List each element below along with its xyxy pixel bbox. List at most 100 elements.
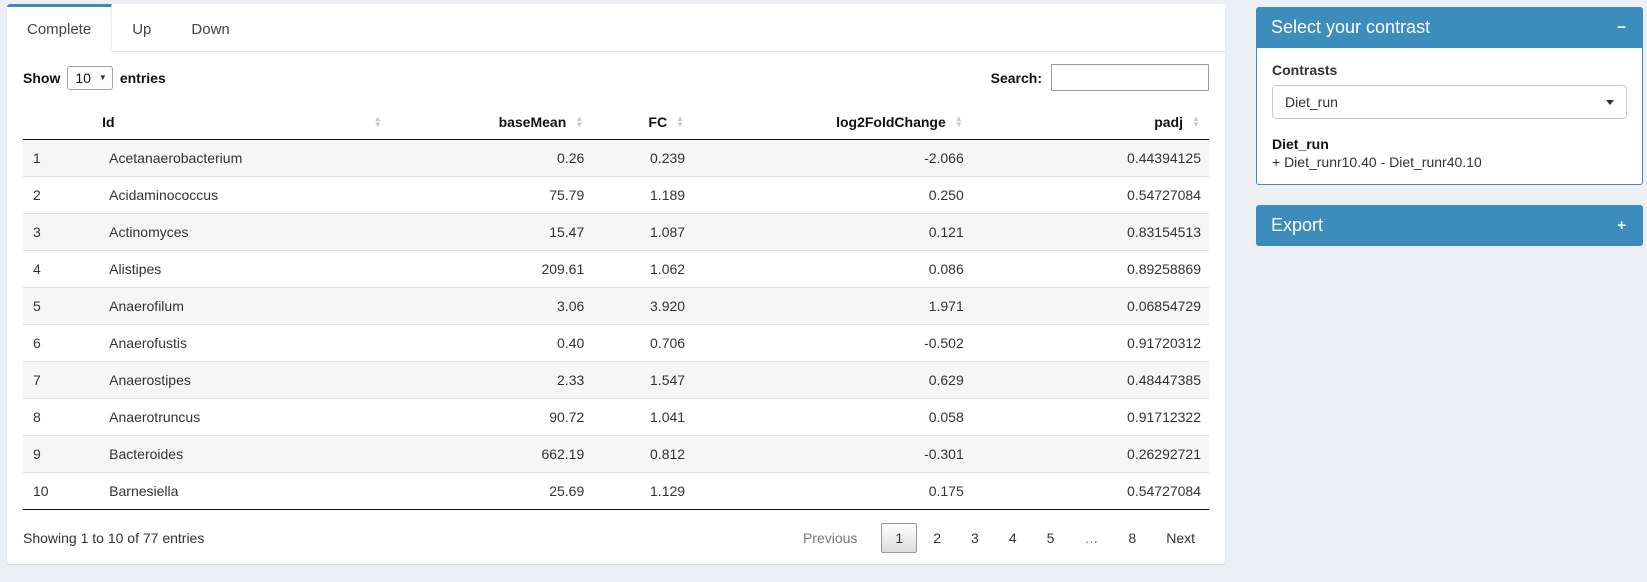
cell-log2foldchange: -2.066 <box>924 150 964 166</box>
cell-padj: 0.44394125 <box>1127 150 1201 166</box>
cell-fc: 0.812 <box>592 435 694 473</box>
cell-log2foldchange: 0.058 <box>693 398 972 436</box>
cell-fc: 1.129 <box>592 472 694 510</box>
cell-id: Anaerotruncus <box>94 398 391 436</box>
table-row[interactable]: 1 Acetanaerobacterium 0.26 0.239 -2.066 0.443… <box>23 139 1209 177</box>
cell-log2foldchange: 0.121 <box>693 213 972 251</box>
cell-log2foldchange: -0.502 <box>693 324 972 362</box>
tab-complete[interactable]: Complete <box>7 4 113 52</box>
sort-icon <box>1192 116 1200 128</box>
table-row[interactable]: 7 Anaerostipes 2.33 1.547 0.629 0.48447385 <box>23 361 1209 399</box>
row-index: 7 <box>23 361 95 399</box>
pagination-next[interactable]: Next <box>1166 530 1195 546</box>
contrast-box-body: Contrasts Diet_run Diet_run + Diet_runr1… <box>1256 48 1643 185</box>
table-row[interactable]: 6 Anaerofustis 0.40 0.706 -0.502 0.91720312 <box>23 324 1209 362</box>
cell-basemean: 75.79 <box>390 176 593 214</box>
pagination-page[interactable]: 4 <box>1008 530 1017 546</box>
table-row[interactable]: 9 Bacteroides 662.19 0.812 -0.301 0.26292721 <box>23 435 1209 473</box>
column-header-fc-label: FC <box>648 114 668 130</box>
table-row[interactable]: 8 Anaerotruncus 90.72 1.041 0.058 0.91712322 <box>23 398 1209 436</box>
row-index: 2 <box>23 176 95 214</box>
tab-up[interactable]: Up <box>132 21 152 38</box>
cell-fc: 0.706 <box>592 324 694 362</box>
cell-id: Anaerostipes <box>94 361 391 399</box>
cell-padj: 0.26292721 <box>971 435 1209 473</box>
sort-icon <box>374 116 382 128</box>
cell-fc: 0.239 <box>650 150 686 166</box>
cell-padj: 0.89258869 <box>971 250 1209 288</box>
pagination-page[interactable]: 8 <box>1128 530 1137 546</box>
cell-basemean: 15.47 <box>390 213 593 251</box>
export-box: Export + <box>1256 205 1643 246</box>
tab-down[interactable]: Down <box>191 21 230 38</box>
row-index: 1 <box>33 150 41 166</box>
cell-fc: 1.062 <box>592 250 694 288</box>
cell-id: Alistipes <box>94 250 391 288</box>
row-index: 8 <box>23 398 95 436</box>
collapse-minus-icon[interactable]: − <box>1617 19 1626 36</box>
cell-padj: 0.48447385 <box>971 361 1209 399</box>
sort-icon <box>676 116 684 128</box>
row-index: 9 <box>23 435 95 473</box>
search-label: Search: <box>990 69 1042 86</box>
contrast-box-header: Select your contrast − <box>1256 7 1643 48</box>
table-row[interactable]: 2 Acidaminococcus 75.79 1.189 0.250 0.5472708… <box>23 176 1209 214</box>
cell-id: Acetanaerobacterium <box>109 150 243 166</box>
column-header-log2foldchange[interactable]: log2FoldChange <box>693 105 972 140</box>
cell-fc: 1.087 <box>592 213 694 251</box>
page-length-select[interactable]: 10 ▼ <box>67 65 113 90</box>
cell-padj: 0.54727084 <box>971 176 1209 214</box>
table-row[interactable]: 10 Barnesiella 25.69 1.129 0.175 0.54727084 <box>23 472 1209 510</box>
cell-id: Bacteroides <box>94 435 391 473</box>
results-table: Id baseMean FC log2FoldChange <box>23 105 1209 510</box>
table-body: 1 Acetanaerobacterium 0.26 0.239 -2.066 0.443… <box>23 139 1209 510</box>
cell-padj: 0.54727084 <box>971 472 1209 510</box>
expand-plus-icon[interactable]: + <box>1617 217 1626 234</box>
pagination-page[interactable]: 2 <box>933 530 942 546</box>
pagination: Previous 1 2 3 4 5 … 8 Next <box>787 523 1209 553</box>
table-search-control: Search: <box>991 64 1209 91</box>
cell-basemean: 209.61 <box>390 250 593 288</box>
cell-log2foldchange: 0.629 <box>693 361 972 399</box>
column-header-basemean[interactable]: baseMean <box>390 105 593 140</box>
table-row[interactable]: 5 Anaerofilum 3.06 3.920 1.971 0.06854729 <box>23 287 1209 325</box>
row-index: 6 <box>23 324 95 362</box>
contrast-box: Select your contrast − Contrasts Diet_ru… <box>1256 7 1643 185</box>
cell-padj: 0.83154513 <box>971 213 1209 251</box>
pagination-page[interactable]: 5 <box>1046 530 1055 546</box>
contrast-formula: + Diet_runr10.40 - Diet_runr40.10 <box>1272 154 1482 170</box>
page-length-value: 10 <box>75 69 91 86</box>
column-header-id-label: Id <box>102 114 115 130</box>
cell-basemean: 0.26 <box>557 150 585 166</box>
cell-id: Actinomyces <box>94 213 391 251</box>
show-label: Show <box>23 69 61 86</box>
cell-basemean: 662.19 <box>390 435 593 473</box>
results-panel: Complete Up Down Show 10 ▼ entries Searc… <box>7 4 1225 564</box>
export-box-header: Export + <box>1256 205 1643 246</box>
sort-icon <box>575 116 583 128</box>
cell-basemean: 3.06 <box>390 287 593 325</box>
column-header-fc[interactable]: FC <box>592 105 694 140</box>
cell-fc: 3.920 <box>592 287 694 325</box>
search-input[interactable] <box>1051 64 1209 91</box>
pagination-previous[interactable]: Previous <box>802 530 858 546</box>
cell-basemean: 2.33 <box>390 361 593 399</box>
column-header-padj[interactable]: padj <box>971 105 1209 140</box>
cell-log2foldchange: -0.301 <box>693 435 972 473</box>
pagination-page[interactable]: 3 <box>971 530 979 546</box>
contrast-select[interactable]: Diet_run <box>1272 85 1627 119</box>
table-row[interactable]: 3 Actinomyces 15.47 1.087 0.121 0.83154513 <box>23 213 1209 251</box>
table-row[interactable]: 4 Alistipes 209.61 1.062 0.086 0.89258869 <box>23 250 1209 288</box>
pagination-page[interactable]: 1 <box>881 523 918 553</box>
cell-id: Acidaminococcus <box>94 176 391 214</box>
column-header-basemean-label: baseMean <box>498 114 567 130</box>
contrasts-label: Contrasts <box>1272 62 1338 78</box>
column-header-rownum <box>23 105 95 140</box>
cell-log2foldchange: 0.086 <box>693 250 972 288</box>
cell-fc: 1.189 <box>592 176 694 214</box>
caret-down-icon: ▼ <box>98 73 107 82</box>
row-index: 3 <box>23 213 95 251</box>
column-header-id[interactable]: Id <box>94 105 391 140</box>
page-length-control: Show 10 ▼ entries <box>23 65 166 90</box>
cell-fc: 1.041 <box>592 398 694 436</box>
